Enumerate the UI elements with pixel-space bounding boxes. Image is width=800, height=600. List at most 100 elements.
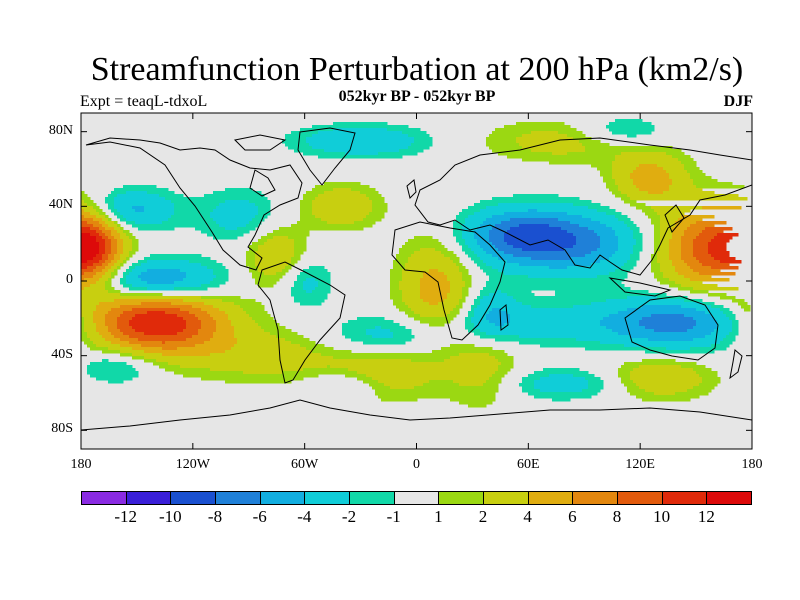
contour-cell [486,284,625,288]
contour-cell [534,380,589,384]
contour-cell [117,242,124,246]
contour-cell [684,167,700,171]
contour-cell [372,377,490,381]
contour-cell [408,239,439,243]
contour-cell [108,347,133,351]
contour-cell [519,341,601,345]
contour-cell [84,209,97,213]
contour-cell [615,230,634,234]
contour-cell [576,239,601,243]
contour-cell [297,278,307,282]
contour-cell [276,272,286,276]
contour-cell [369,383,385,387]
contour-cell [669,173,691,177]
contour-cell [630,173,670,177]
contour-cell [468,404,487,408]
contour-cell [660,266,676,270]
contour-cell [420,287,451,291]
contour-cell [132,248,139,252]
contour-cell [465,323,475,327]
contour-cell [618,185,637,189]
contour-cell [93,320,106,324]
contour-cell [741,305,751,309]
contour-cell [507,311,619,315]
contour-cell [681,251,694,255]
contour-cell [459,383,484,387]
contour-cell [627,224,637,228]
contour-cell [438,302,460,306]
contour-cell [210,338,238,342]
contour-cell [684,230,703,234]
contour-cell [144,356,334,360]
contour-cell [390,269,403,273]
contour-cell [648,191,664,195]
contour-cell [111,341,130,345]
contour-cell [411,308,454,312]
contour-cell [687,170,703,174]
contour-cell [414,236,433,240]
contour-cell [615,233,634,237]
contour-cell [147,287,175,291]
contour-cell [657,278,670,282]
contour-cell [126,218,169,222]
contour-cell [564,248,598,252]
contour-cell [672,236,682,240]
contour-cell [423,275,448,279]
contour-cell [459,242,466,246]
contour-cell [183,329,199,333]
contour-cell [447,296,463,300]
contour-cell [693,245,709,249]
contour-cell [318,155,403,159]
contour-cell [495,323,505,327]
contour-cell [618,368,634,372]
contour-cell [474,260,484,264]
contour-cell [120,305,193,309]
contour-cell [600,245,619,249]
contour-cell [627,386,640,390]
contour-cell [660,281,676,285]
contour-cell [303,368,349,372]
contour-cell [495,290,502,294]
contour-cell [390,386,415,390]
contour-cell [744,308,751,312]
contour-cell [459,302,463,306]
contour-cell [294,299,325,303]
contour-cell [108,380,124,384]
contour-cell [372,206,388,210]
contour-cell [720,308,730,312]
contour-cell [696,236,715,240]
contour-cell [675,266,691,270]
contour-cell [486,332,619,336]
contour-cell [399,287,421,291]
contour-cell [213,335,235,339]
contour-cell [657,296,688,300]
contour-cell [102,236,109,240]
contour-cell [708,251,730,255]
contour-cell [84,215,97,219]
contour-cell [456,236,463,240]
contour-cell [693,368,712,372]
contour-cell [588,206,610,210]
contour-cell [627,134,637,138]
colorbar-level-label: -6 [252,507,267,526]
contour-cell [129,266,136,270]
contour-cell [678,287,694,291]
contour-cell [654,230,661,234]
contour-cell [81,236,97,240]
contour-cell [126,221,136,225]
contour-cell [672,260,685,264]
contour-cell [111,260,118,264]
contour-cell [255,263,289,267]
contour-cell [153,362,169,366]
contour-cell [480,302,523,306]
contour-cell [129,251,136,255]
contour-cell [324,149,400,153]
contour-cell [399,308,412,312]
contour-cell [414,311,451,315]
contour-cell [459,401,493,405]
contour-cell [462,290,469,294]
contour-cell [111,332,124,336]
contour-cell [156,359,412,363]
contour-cell [81,305,97,309]
contour-cell [501,221,571,225]
